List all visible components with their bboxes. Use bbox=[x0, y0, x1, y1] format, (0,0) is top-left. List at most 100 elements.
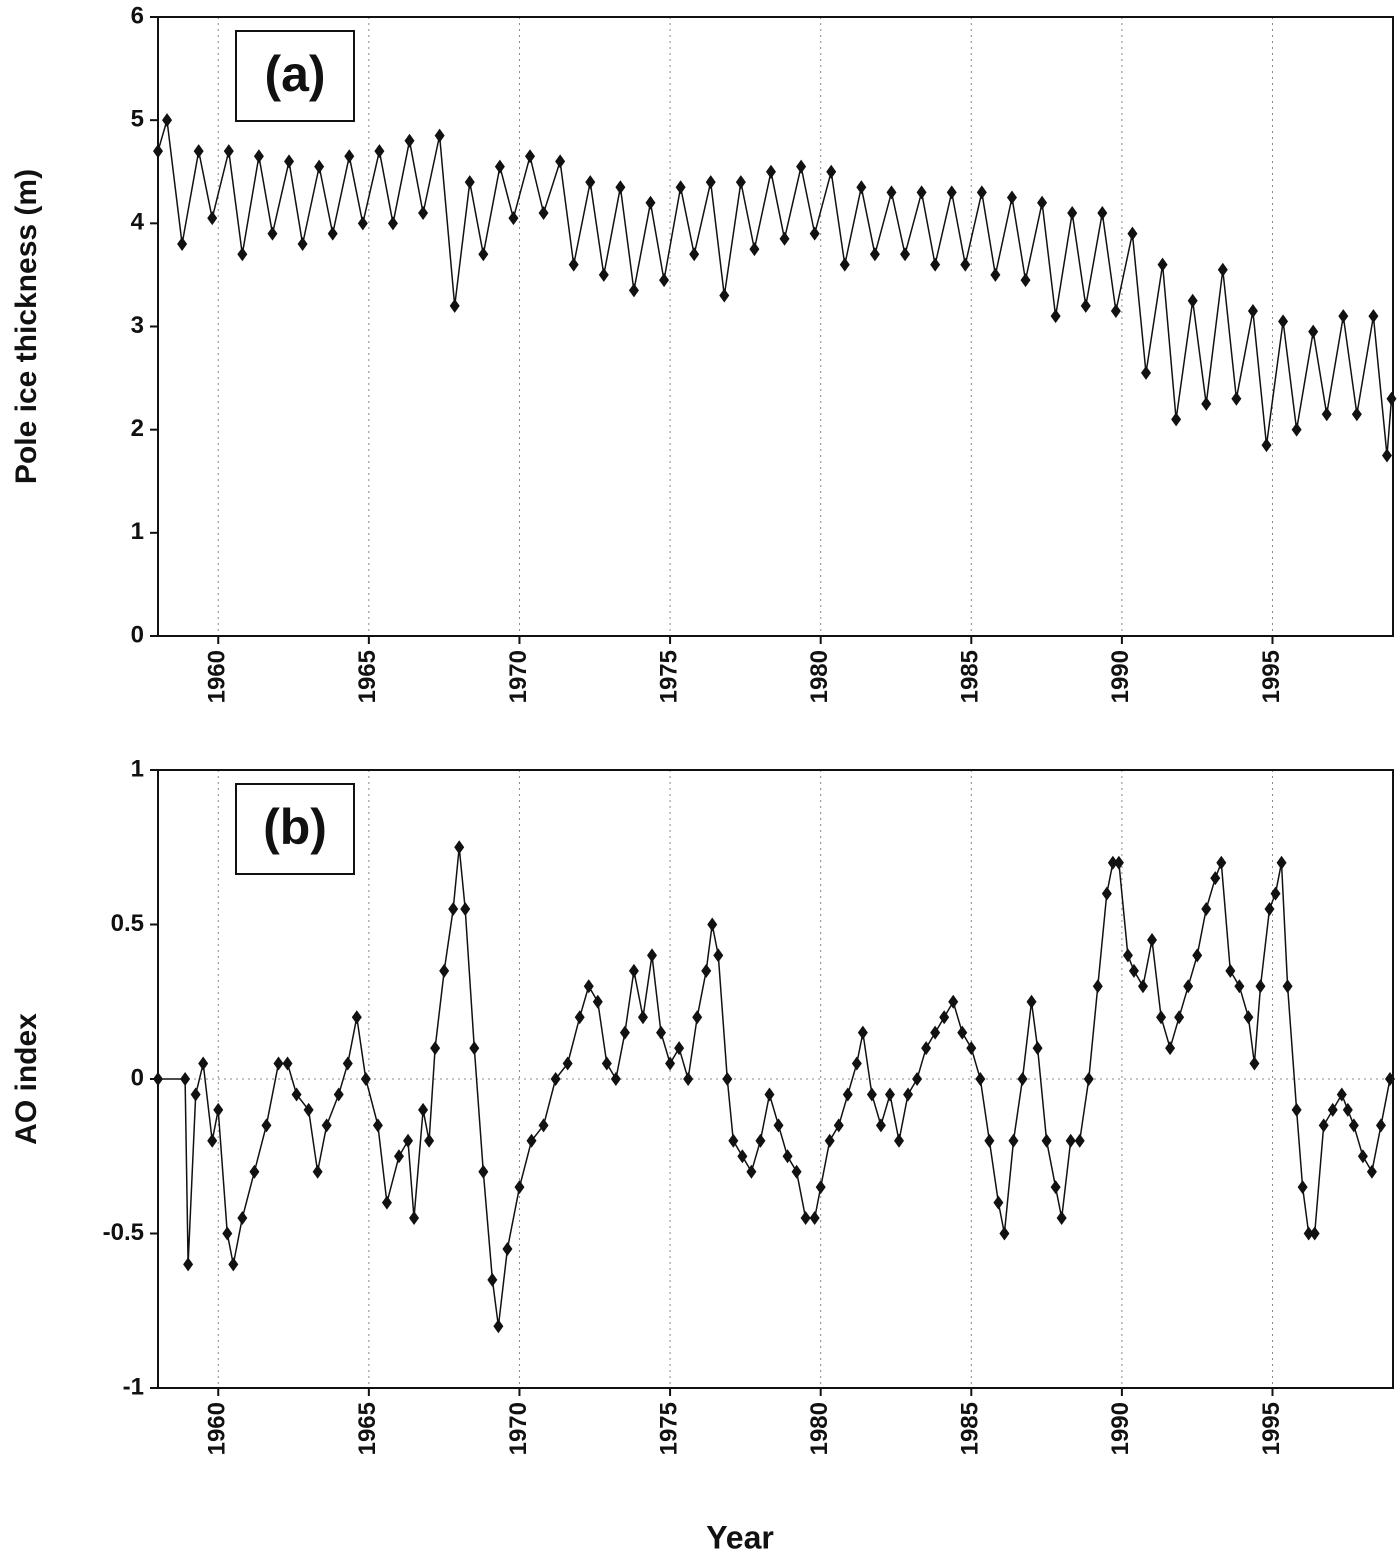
data-point bbox=[1183, 979, 1194, 994]
data-point bbox=[514, 1180, 525, 1195]
data-point bbox=[342, 1056, 353, 1071]
data-point bbox=[180, 1072, 191, 1086]
data-point bbox=[1357, 1149, 1368, 1164]
data-point bbox=[610, 1072, 621, 1086]
data-point bbox=[502, 1241, 513, 1256]
data-point bbox=[1384, 1072, 1395, 1086]
data-point bbox=[381, 1195, 392, 1210]
data-point bbox=[1338, 309, 1349, 324]
data-point bbox=[1351, 407, 1362, 422]
data-point bbox=[1282, 979, 1293, 994]
data-point bbox=[312, 1164, 323, 1179]
x-tick-label: 1995 bbox=[1258, 1402, 1285, 1455]
y-tick-label: 3 bbox=[131, 312, 144, 339]
y-tick-label: 0 bbox=[131, 1064, 144, 1091]
data-point bbox=[601, 1056, 612, 1071]
data-point bbox=[237, 247, 248, 262]
data-point bbox=[344, 149, 355, 164]
data-point bbox=[1321, 407, 1332, 422]
data-point bbox=[574, 1010, 585, 1025]
data-point bbox=[796, 159, 807, 174]
data-point bbox=[791, 1164, 802, 1179]
data-point bbox=[434, 128, 445, 143]
data-point bbox=[409, 1211, 420, 1226]
data-point bbox=[526, 1133, 537, 1148]
data-point bbox=[525, 149, 536, 164]
data-point bbox=[1017, 1072, 1028, 1086]
data-point bbox=[374, 144, 385, 159]
data-point bbox=[912, 1072, 923, 1086]
data-point bbox=[207, 1133, 218, 1148]
data-point bbox=[1217, 262, 1228, 277]
data-point bbox=[1375, 1118, 1386, 1133]
data-point bbox=[1127, 226, 1138, 241]
data-point bbox=[1192, 948, 1203, 963]
data-point bbox=[183, 1257, 194, 1272]
x-tick-label: 1960 bbox=[204, 650, 231, 703]
x-tick-label: 1985 bbox=[957, 1402, 984, 1455]
data-point bbox=[478, 247, 489, 262]
data-point bbox=[692, 1010, 703, 1025]
data-point bbox=[1187, 293, 1198, 308]
data-point bbox=[284, 154, 295, 169]
data-point bbox=[550, 1072, 561, 1086]
data-point bbox=[430, 1041, 441, 1056]
data-point bbox=[764, 1087, 775, 1102]
data-point bbox=[297, 236, 308, 251]
data-line bbox=[158, 847, 1391, 1327]
data-point bbox=[393, 1149, 404, 1164]
data-point bbox=[439, 963, 450, 978]
data-point bbox=[448, 902, 459, 917]
data-point bbox=[314, 159, 325, 174]
data-point bbox=[851, 1056, 862, 1071]
data-point bbox=[357, 216, 368, 231]
data-point bbox=[701, 963, 712, 978]
y-tick-label: 2 bbox=[131, 415, 144, 442]
data-point bbox=[351, 1010, 362, 1025]
data-point bbox=[1201, 902, 1212, 917]
data-point bbox=[1243, 1010, 1254, 1025]
data-point bbox=[213, 1102, 224, 1117]
data-point bbox=[1110, 304, 1121, 319]
data-point bbox=[403, 1133, 414, 1148]
data-point bbox=[228, 1257, 239, 1272]
data-point bbox=[900, 247, 911, 262]
data-point bbox=[866, 1087, 877, 1102]
data-point bbox=[705, 175, 716, 190]
data-point bbox=[990, 267, 1001, 282]
data-point bbox=[1165, 1041, 1176, 1056]
panel-label-box bbox=[235, 30, 355, 122]
data-point bbox=[674, 1041, 685, 1056]
data-point bbox=[478, 1164, 489, 1179]
data-point bbox=[303, 1102, 314, 1117]
data-point bbox=[327, 226, 338, 241]
data-point bbox=[1065, 1133, 1076, 1148]
data-point bbox=[562, 1056, 573, 1071]
x-tick-label: 1970 bbox=[505, 1402, 532, 1455]
data-point bbox=[1255, 979, 1266, 994]
data-point bbox=[779, 231, 790, 246]
data-point bbox=[826, 164, 837, 179]
data-point bbox=[1137, 979, 1148, 994]
x-tick-label: 1990 bbox=[1107, 1402, 1134, 1455]
data-point bbox=[360, 1072, 371, 1086]
x-tick-label: 1975 bbox=[655, 1402, 682, 1455]
data-point bbox=[1291, 1102, 1302, 1117]
data-point bbox=[153, 1072, 163, 1086]
data-point bbox=[957, 1025, 968, 1040]
data-point bbox=[1368, 309, 1379, 324]
data-point bbox=[153, 144, 163, 159]
data-point bbox=[809, 1211, 820, 1226]
x-tick-label: 1985 bbox=[957, 650, 984, 703]
data-point bbox=[884, 1087, 895, 1102]
y-tick-label: 5 bbox=[131, 106, 144, 133]
data-point bbox=[1037, 195, 1048, 210]
data-point bbox=[1234, 979, 1245, 994]
data-point bbox=[190, 1087, 201, 1102]
data-point bbox=[930, 257, 941, 272]
data-point bbox=[782, 1149, 793, 1164]
data-point bbox=[824, 1133, 835, 1148]
data-point bbox=[637, 1010, 648, 1025]
data-point bbox=[1083, 1072, 1094, 1086]
